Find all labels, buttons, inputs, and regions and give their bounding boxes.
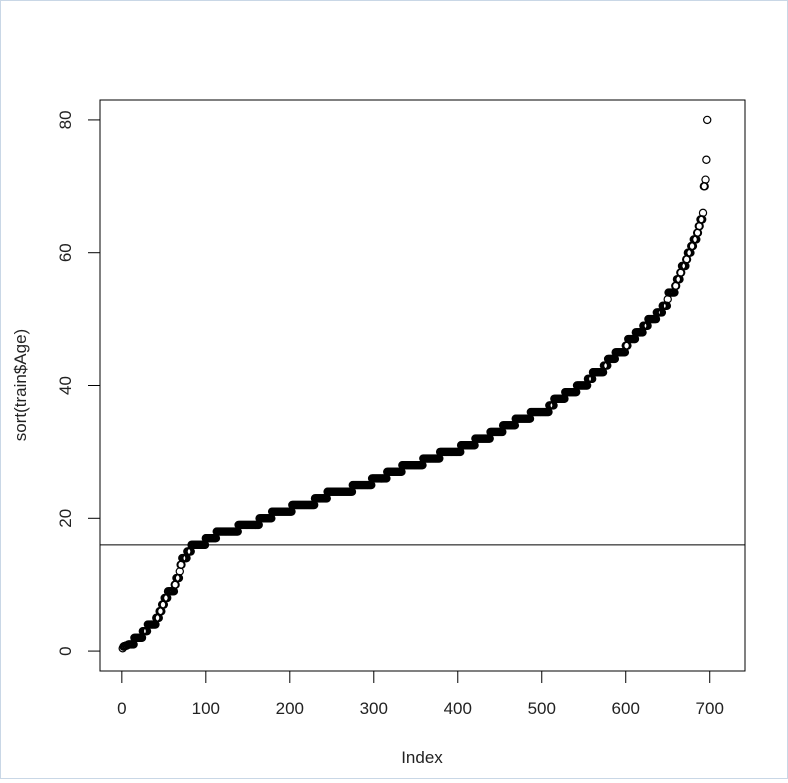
x-tick-label: 600 <box>612 699 640 718</box>
x-tick-label: 200 <box>276 699 304 718</box>
x-axis-label: Index <box>401 748 443 767</box>
x-tick-label: 100 <box>192 699 220 718</box>
plot-box <box>99 99 746 672</box>
x-tick-label: 500 <box>528 699 556 718</box>
data-point <box>703 115 712 125</box>
y-tick-label: 80 <box>56 110 75 129</box>
x-axis: 0 100 200 300 400 500 600 700 <box>117 670 724 718</box>
data-point <box>701 175 710 184</box>
y-tick-label: 60 <box>56 243 75 262</box>
y-axis-label: sort(train$Age) <box>11 329 30 441</box>
data-point <box>702 155 711 164</box>
data-points <box>118 115 712 653</box>
y-tick-label: 0 <box>56 646 75 655</box>
x-tick-label: 400 <box>444 699 472 718</box>
y-tick-label: 40 <box>56 376 75 395</box>
y-tick-label: 20 <box>56 509 75 528</box>
y-axis: 0 20 40 60 80 <box>56 110 101 656</box>
data-point <box>175 567 184 576</box>
x-tick-label: 700 <box>696 699 724 718</box>
x-tick-label: 0 <box>117 699 126 718</box>
data-point <box>698 208 708 218</box>
x-tick-label: 300 <box>360 699 388 718</box>
